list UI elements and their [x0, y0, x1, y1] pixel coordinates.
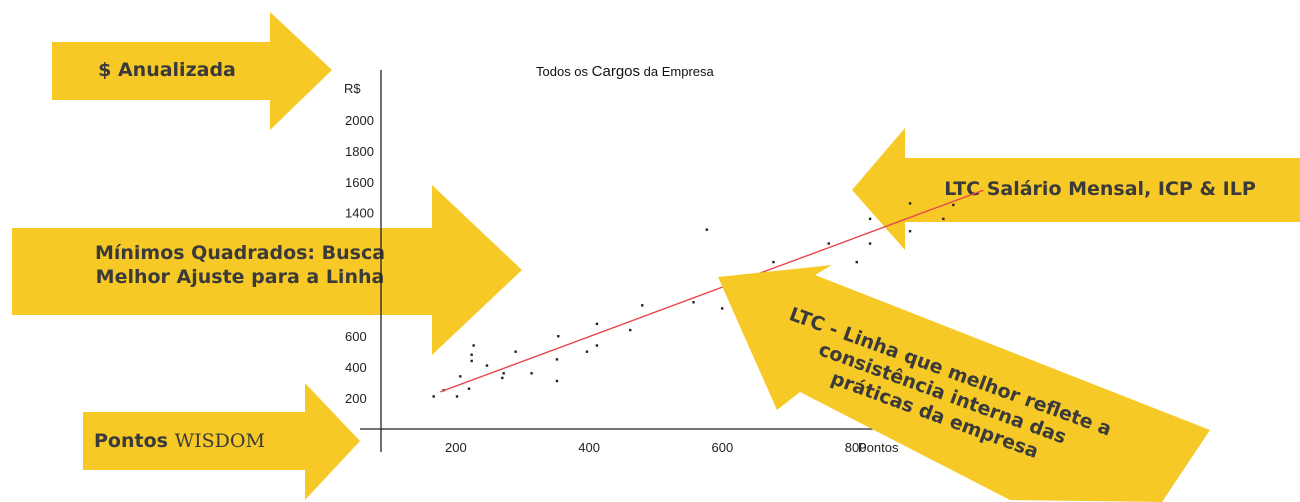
data-point: [432, 395, 435, 398]
x-tick-labels: 200 400 600 800 1000: [445, 440, 1007, 455]
data-point: [692, 301, 695, 304]
chart-title-part3: da Empresa: [644, 64, 715, 79]
data-point: [514, 350, 517, 353]
x-tick-label: 800: [845, 440, 867, 455]
data-point: [641, 304, 644, 307]
data-point: [720, 307, 724, 310]
callout-pontos-light: WISDOM: [174, 430, 265, 452]
data-point: [555, 358, 559, 361]
callout-minimos-line1: Mínimos Quadrados: Busca: [94, 242, 386, 264]
data-point: [472, 344, 475, 347]
fit-line: [440, 189, 984, 393]
data-point: [827, 242, 830, 245]
chart-title-part1: Todos os: [536, 64, 589, 79]
callout-anualizada: $ Anualizada: [98, 59, 236, 81]
data-point: [705, 228, 709, 231]
data-point: [467, 387, 471, 390]
data-point: [868, 242, 872, 245]
y-tick-label: 1600: [345, 175, 374, 190]
y-tick-label: 200: [345, 391, 367, 406]
y-tick-label: 400: [345, 360, 367, 375]
y-tick-label: 600: [345, 329, 367, 344]
data-point: [555, 379, 559, 383]
data-point: [585, 350, 589, 353]
y-tick-label: 2000: [345, 113, 374, 128]
y-tick-label: 1800: [345, 144, 374, 159]
data-point: [595, 322, 599, 326]
data-point: [800, 270, 804, 273]
callout-pontos: Pontos WISDOM: [94, 430, 314, 454]
chart-title: Todos os Cargos da Empresa: [536, 63, 715, 80]
data-point: [758, 288, 762, 292]
data-point: [772, 260, 775, 264]
data-point: [952, 203, 955, 207]
callout-ltc-salario: LTC Salário Mensal, ICP & ILP: [944, 178, 1256, 200]
callout-minimos: Mínimos Quadrados: Busca Melhor Ajuste p…: [30, 242, 450, 290]
data-point: [908, 202, 912, 205]
y-axis-label: R$: [344, 81, 361, 96]
data-point: [530, 372, 533, 375]
x-tick-label: 200: [445, 440, 467, 455]
x-tick-label: 600: [712, 440, 734, 455]
data-point: [501, 376, 504, 380]
data-point: [455, 395, 459, 398]
data-point: [855, 260, 858, 264]
fit-line-group: [440, 189, 984, 393]
data-point: [557, 335, 560, 338]
data-point: [908, 230, 912, 233]
data-point: [485, 364, 489, 367]
y-tick-label: 1400: [345, 206, 374, 221]
data-point: [595, 344, 599, 347]
data-point: [629, 328, 632, 332]
callout-pontos-bold: Pontos: [94, 430, 168, 452]
callout-minimos-line2: Melhor Ajuste para a Linha: [95, 265, 385, 288]
data-point: [470, 359, 473, 363]
data-point: [502, 372, 505, 375]
data-point: [470, 353, 473, 356]
data-point: [868, 217, 872, 221]
data-point: [942, 217, 945, 221]
y-tick-labels: 200 400 600 1400 1600 1800 2000: [345, 113, 374, 406]
x-tick-label: 400: [578, 440, 600, 455]
data-point: [459, 375, 462, 378]
chart-title-part2: Cargos: [592, 63, 640, 80]
